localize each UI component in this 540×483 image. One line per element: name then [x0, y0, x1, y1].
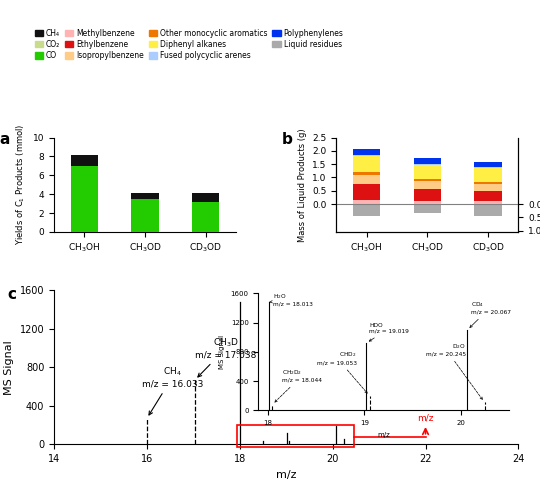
Bar — [474, 204, 502, 216]
Bar — [474, 162, 502, 167]
Text: c: c — [8, 287, 17, 302]
Bar — [474, 184, 502, 191]
Bar — [474, 167, 502, 168]
Bar — [353, 172, 380, 175]
Bar — [474, 168, 502, 182]
Y-axis label: Mass of Liquid Products (g): Mass of Liquid Products (g) — [298, 128, 307, 242]
Text: a: a — [0, 132, 10, 147]
Bar — [474, 201, 502, 204]
Bar — [131, 193, 159, 199]
Bar — [353, 200, 380, 204]
Bar — [414, 204, 441, 213]
Bar — [353, 156, 380, 172]
Legend: CH₄, CO₂, CO, Methylbenzene, Ethylbenzene, Isopropylbenzene, Other monocyclic ar: CH₄, CO₂, CO, Methylbenzene, Ethylbenzen… — [35, 28, 343, 60]
Bar — [353, 184, 380, 200]
Bar — [414, 164, 441, 165]
Bar — [353, 175, 380, 184]
Text: b: b — [282, 132, 293, 147]
Bar — [353, 149, 380, 155]
Text: m/z: m/z — [417, 414, 434, 423]
Bar — [414, 179, 441, 182]
Bar — [192, 193, 219, 202]
Y-axis label: MS Signal: MS Signal — [4, 340, 14, 395]
Bar — [414, 158, 441, 164]
Bar — [71, 156, 98, 166]
Bar — [353, 204, 380, 216]
Y-axis label: Yields of C$_1$ Products (mmol): Yields of C$_1$ Products (mmol) — [15, 124, 27, 245]
Bar — [131, 199, 159, 232]
Bar — [71, 166, 98, 232]
Bar — [414, 165, 441, 179]
X-axis label: m/z: m/z — [276, 469, 296, 480]
Bar — [238, 425, 354, 447]
Text: $\mathrm{CH_3D}$
m/z = 17.038: $\mathrm{CH_3D}$ m/z = 17.038 — [195, 337, 256, 377]
Bar — [474, 191, 502, 201]
Bar — [414, 201, 441, 204]
Bar — [192, 202, 219, 232]
Bar — [414, 182, 441, 189]
Bar — [474, 182, 502, 184]
Text: $\mathrm{CH_4}$
m/z = 16.033: $\mathrm{CH_4}$ m/z = 16.033 — [141, 366, 203, 415]
Bar — [353, 155, 380, 156]
Bar — [414, 189, 441, 201]
